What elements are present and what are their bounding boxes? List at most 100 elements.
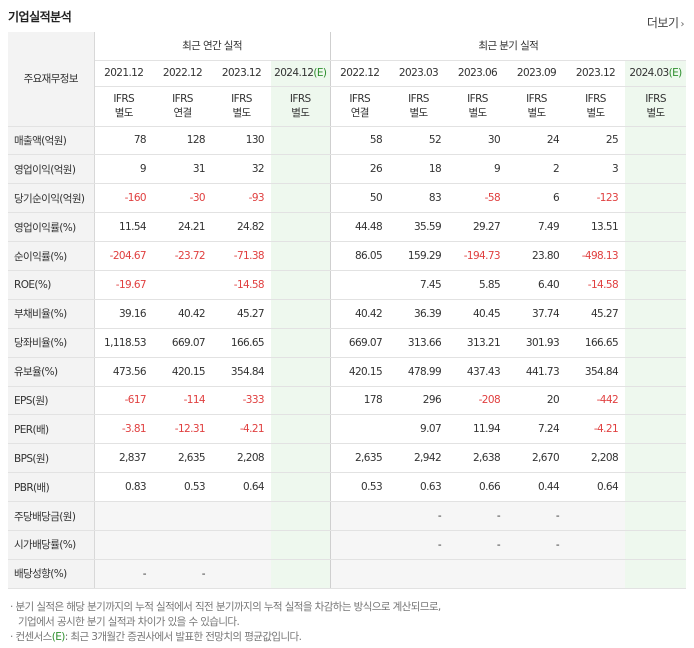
table-cell: 2,638 <box>448 443 508 474</box>
row-label: 부채비율(%) <box>8 298 95 329</box>
table-cell: 2,208 <box>566 443 626 474</box>
accounting-standard-header: IFRS 별도 <box>448 86 508 127</box>
table-cell: - <box>507 501 567 531</box>
table-cell: -4.21 <box>212 414 271 445</box>
row-label: 영업이익률(%) <box>8 212 95 243</box>
table-cell: - <box>448 530 508 560</box>
table-row: EPS(원) -617 -114 -333 178 296 -208 20 -442 <box>8 385 687 416</box>
table-cell: 669.07 <box>329 328 390 358</box>
row-header-title: 주요재무정보 <box>8 32 95 127</box>
row-label: 유보율(%) <box>8 357 95 387</box>
table-cell <box>566 530 626 560</box>
table-cell: 86.05 <box>329 241 390 271</box>
table-cell <box>329 414 390 445</box>
table-cell: 159.29 <box>389 241 449 271</box>
table-row: PER(배) -3.81 -12.31 -4.21 9.07 11.94 7.24 -4.21 <box>8 414 687 445</box>
more-link[interactable]: 더보기 › <box>646 14 685 31</box>
period-header: 2022.12 <box>329 60 390 87</box>
table-cell: - <box>448 501 508 531</box>
table-cell <box>212 501 271 531</box>
accounting-standard-header: IFRS 연결 <box>153 86 212 127</box>
table-cell: 11.94 <box>448 414 508 445</box>
section-title: 기업실적분석 <box>8 10 72 24</box>
table-cell: -442 <box>566 385 626 416</box>
table-cell <box>271 385 331 416</box>
accounting-standard-header: IFRS 별도 <box>625 86 687 127</box>
table-cell <box>625 559 687 589</box>
table-cell: 25 <box>566 125 626 156</box>
table-cell: -71.38 <box>212 241 271 271</box>
table-cell: 166.65 <box>566 328 626 358</box>
table-cell: 441.73 <box>507 357 567 387</box>
table-cell: -12.31 <box>153 414 212 445</box>
table-cell: 7.49 <box>507 212 567 243</box>
row-label: ROE(%) <box>8 270 95 300</box>
table-cell <box>507 559 567 589</box>
table-cell: 31 <box>153 154 212 185</box>
table-cell: -58 <box>448 183 508 214</box>
more-label: 더보기 <box>646 16 679 30</box>
table-cell: 52 <box>389 125 449 156</box>
table-cell: 9 <box>448 154 508 185</box>
period-header: 2021.12 <box>94 60 153 87</box>
accounting-standard-header: IFRS 연결 <box>329 86 390 127</box>
table-cell <box>625 530 687 560</box>
table-cell <box>271 414 331 445</box>
period-header: 2024.03(E) <box>625 60 687 87</box>
table-cell: -114 <box>153 385 212 416</box>
row-label: BPS(원) <box>8 443 95 474</box>
table-cell: 44.48 <box>329 212 390 243</box>
table-cell: 420.15 <box>153 357 212 387</box>
table-row: BPS(원) 2,837 2,635 2,208 2,635 2,942 2,638 2,67… <box>8 443 687 474</box>
table-cell: -333 <box>212 385 271 416</box>
table-cell <box>566 559 626 589</box>
table-cell: 0.64 <box>566 472 626 503</box>
footnotes: · 분기 실적은 해당 분기까지의 누적 실적에서 직전 분기까지의 누적 실적… <box>10 600 441 645</box>
table-cell <box>153 501 212 531</box>
table-cell: 29.27 <box>448 212 508 243</box>
table-cell <box>625 183 687 214</box>
table-cell <box>625 154 687 185</box>
table-cell: -160 <box>94 183 153 214</box>
quarter-group-header: 최근 분기 실적 <box>329 32 687 61</box>
table-cell <box>625 443 687 474</box>
table-cell: 58 <box>329 125 390 156</box>
period-header: 2023.12 <box>212 60 271 87</box>
table-cell: -30 <box>153 183 212 214</box>
table-cell: 3 <box>566 154 626 185</box>
table-cell: 18 <box>389 154 449 185</box>
table-cell: 478.99 <box>389 357 449 387</box>
table-cell <box>271 125 331 156</box>
table-row: 영업이익(억원) 9 31 32 26 18 9 2 3 <box>8 154 687 185</box>
table-cell <box>271 298 331 329</box>
table-row: 배당성향(%) - - <box>8 559 687 589</box>
table-cell: 166.65 <box>212 328 271 358</box>
table-cell: 2,942 <box>389 443 449 474</box>
table-cell <box>271 559 331 589</box>
table-cell <box>566 501 626 531</box>
table-cell: 45.27 <box>212 298 271 329</box>
table-cell: 5.85 <box>448 270 508 300</box>
table-cell: 2,837 <box>94 443 153 474</box>
table-cell <box>625 125 687 156</box>
table-cell: 437.43 <box>448 357 508 387</box>
table-cell: 24.82 <box>212 212 271 243</box>
table-cell: 37.74 <box>507 298 567 329</box>
table-cell: 83 <box>389 183 449 214</box>
accounting-standard-header: IFRS 별도 <box>566 86 626 127</box>
table-cell <box>94 501 153 531</box>
table-cell: 30 <box>448 125 508 156</box>
table-cell: 2,670 <box>507 443 567 474</box>
table-cell: 669.07 <box>153 328 212 358</box>
accounting-standard-header: IFRS 별도 <box>389 86 449 127</box>
table-cell <box>212 530 271 560</box>
table-cell <box>625 298 687 329</box>
table-cell: 20 <box>507 385 567 416</box>
table-cell: 9.07 <box>389 414 449 445</box>
table-cell: 0.64 <box>212 472 271 503</box>
table-cell: 6 <box>507 183 567 214</box>
period-header: 2023.03 <box>389 60 449 87</box>
period-header: 2023.09 <box>507 60 567 87</box>
table-cell: 13.51 <box>566 212 626 243</box>
table-cell <box>625 241 687 271</box>
